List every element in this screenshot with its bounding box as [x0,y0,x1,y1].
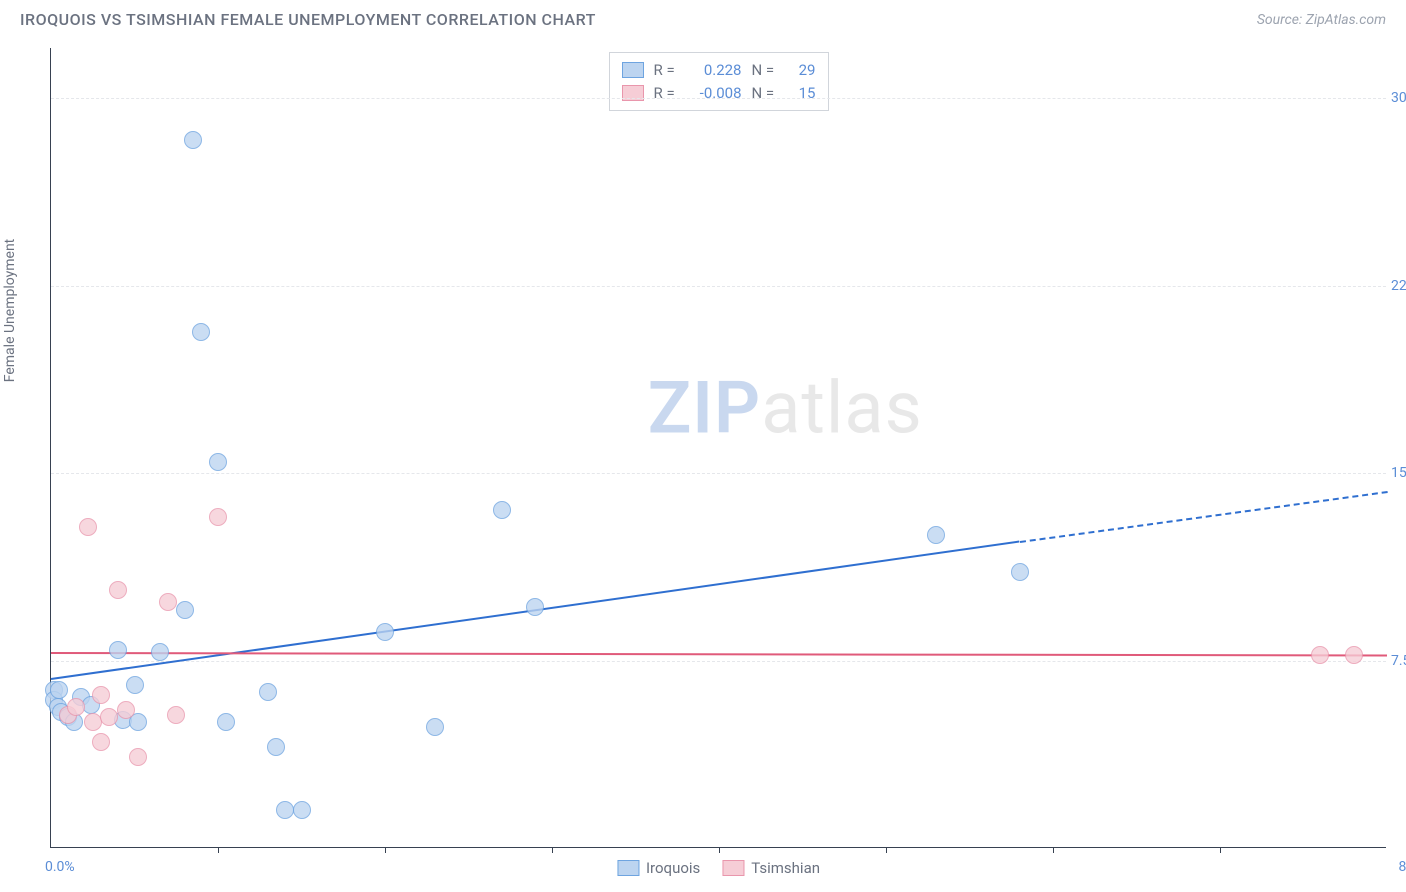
x-tick [552,847,553,853]
x-tick [1053,847,1054,853]
data-point [1311,646,1329,664]
watermark: ZIPatlas [648,365,923,450]
data-point [50,681,68,699]
y-tick-label: 15.0% [1391,465,1406,481]
data-point [67,698,85,716]
data-point [217,713,235,731]
gridline [51,661,1386,662]
y-tick-label: 7.5% [1391,653,1406,669]
gridline [51,98,1386,99]
chart-title: IROQUOIS VS TSIMSHIAN FEMALE UNEMPLOYMEN… [20,10,596,29]
data-point [126,676,144,694]
data-point [92,686,110,704]
r-label: R = [654,82,682,105]
r-value: 0.228 [692,59,742,82]
x-axis-max-label: 80.0% [1398,859,1406,875]
data-point [117,701,135,719]
data-point [92,733,110,751]
watermark-bold: ZIP [648,365,761,450]
x-axis-min-label: 0.0% [45,859,75,875]
n-value: 29 [790,59,816,82]
data-point [1011,563,1029,581]
legend-item: Tsimshian [722,859,820,877]
r-value: -0.008 [692,82,742,105]
legend-swatch [722,860,744,876]
data-point [209,453,227,471]
y-axis-label: Female Unemployment [2,239,18,383]
data-point [184,131,202,149]
data-point [426,718,444,736]
correlation-legend: R = 0.228 N = 29 R = -0.008 N = 15 [609,52,829,111]
data-point [192,323,210,341]
legend-label: Iroquois [646,859,700,877]
trendline [51,652,1387,657]
chart-plot-area: ZIPatlas R =0.228N =29R =-0.008N =15 Iro… [50,48,1386,848]
n-value: 15 [790,82,816,105]
legend-label: Tsimshian [751,859,820,877]
data-point [259,683,277,701]
data-point [129,748,147,766]
data-point [267,738,285,756]
data-point [927,526,945,544]
data-point [209,508,227,526]
data-point [276,801,294,819]
legend-row: R = -0.008 N = 15 [622,82,816,105]
y-tick-label: 30.0% [1391,90,1406,106]
data-point [79,518,97,536]
data-point [493,501,511,519]
x-tick [886,847,887,853]
legend-item: Iroquois [617,859,700,877]
n-label: N = [752,59,780,82]
data-point [84,713,102,731]
watermark-light: atlas [761,365,923,450]
data-point [151,643,169,661]
source-attribution: Source: ZipAtlas.com [1257,12,1386,28]
data-point [376,623,394,641]
data-point [109,581,127,599]
data-point [293,801,311,819]
x-tick [719,847,720,853]
r-label: R = [654,59,682,82]
legend-row: R = 0.228 N = 29 [622,59,816,82]
x-tick [1220,847,1221,853]
series-legend: Iroquois Tsimshian [617,859,820,877]
data-point [159,593,177,611]
data-point [109,641,127,659]
legend-swatch [617,860,639,876]
x-tick [218,847,219,853]
y-tick-label: 22.5% [1391,278,1406,294]
trendline [1019,491,1387,543]
gridline [51,286,1386,287]
n-label: N = [752,82,780,105]
data-point [167,706,185,724]
gridline [51,473,1386,474]
data-point [1345,646,1363,664]
legend-swatch [622,62,644,78]
data-point [176,601,194,619]
data-point [100,708,118,726]
data-point [526,598,544,616]
x-tick [385,847,386,853]
